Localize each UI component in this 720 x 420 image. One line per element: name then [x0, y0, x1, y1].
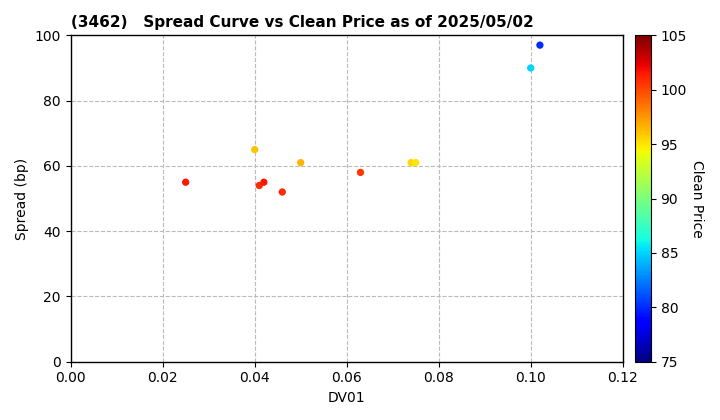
- Point: [253, 182, 265, 189]
- Point: [534, 42, 546, 48]
- Point: [180, 179, 192, 186]
- Y-axis label: Clean Price: Clean Price: [690, 160, 703, 237]
- Point: [249, 146, 261, 153]
- Y-axis label: Spread (bp): Spread (bp): [15, 158, 29, 239]
- Point: [405, 159, 417, 166]
- Text: (3462)   Spread Curve vs Clean Price as of 2025/05/02: (3462) Spread Curve vs Clean Price as of…: [71, 15, 534, 30]
- Point: [276, 189, 288, 195]
- X-axis label: DV01: DV01: [328, 391, 366, 405]
- Point: [410, 159, 421, 166]
- Point: [525, 65, 536, 71]
- Point: [258, 179, 269, 186]
- Point: [355, 169, 366, 176]
- Point: [295, 159, 307, 166]
